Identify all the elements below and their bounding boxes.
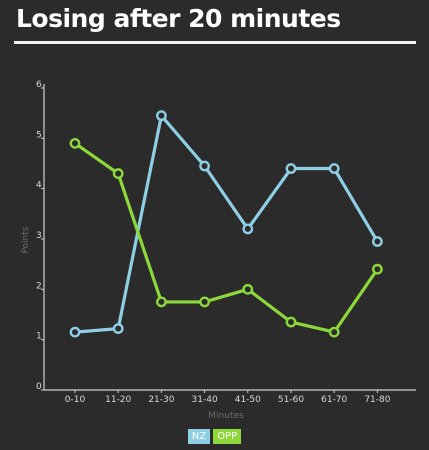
chart-series <box>69 110 383 338</box>
x-tick-label: 51-60 <box>278 395 304 405</box>
legend-item-opp[interactable]: OPP <box>213 429 242 444</box>
data-point-nz[interactable] <box>155 110 167 122</box>
data-point-opp[interactable] <box>69 137 81 149</box>
x-tick-label: 71-80 <box>364 395 390 405</box>
data-point-nz[interactable] <box>285 163 297 174</box>
y-tick-label: 3 <box>36 231 42 241</box>
x-tick-label: 31-40 <box>192 395 218 405</box>
data-point-nz[interactable] <box>371 236 383 247</box>
y-tick-label: 6 <box>36 80 42 90</box>
data-point-opp[interactable] <box>242 283 254 295</box>
data-point-opp[interactable] <box>155 296 167 308</box>
data-point-nz[interactable] <box>328 163 340 174</box>
chart-legend: NZ OPP <box>0 429 429 444</box>
series-line-nz <box>73 114 379 334</box>
chart-axes: 0 1 2 3 4 5 6 0-10 11-20 21-30 31-40 41-50 51-60 61-7… <box>36 80 416 405</box>
data-point-nz[interactable] <box>69 326 81 338</box>
data-point-opp[interactable] <box>328 326 340 338</box>
data-point-opp[interactable] <box>371 263 383 275</box>
y-tick-label: 5 <box>36 130 42 140</box>
data-point-opp[interactable] <box>199 296 211 308</box>
y-axis-title: Points <box>21 226 31 253</box>
x-axis-title: Minutes <box>208 411 244 421</box>
x-tick-label: 41-50 <box>235 395 261 405</box>
data-point-nz[interactable] <box>199 160 211 172</box>
chart-title: Losing after 20 minutes <box>16 4 341 33</box>
series-line-opp <box>73 141 379 334</box>
y-tick-label: 4 <box>36 181 42 191</box>
data-point-nz[interactable] <box>242 223 254 235</box>
x-tick-label: 21-30 <box>148 395 174 405</box>
data-point-opp[interactable] <box>112 168 124 179</box>
y-tick-label: 2 <box>36 281 42 291</box>
y-tick-label: 0 <box>36 382 42 392</box>
data-point-nz[interactable] <box>112 323 124 334</box>
x-tick-label: 11-20 <box>105 395 131 405</box>
title-underline <box>14 41 416 44</box>
data-point-opp[interactable] <box>285 316 297 328</box>
legend-item-nz[interactable]: NZ <box>187 429 211 444</box>
y-tick-label: 1 <box>36 332 42 342</box>
x-tick-label: 61-70 <box>321 395 347 405</box>
x-tick-label: 0-10 <box>65 395 86 405</box>
